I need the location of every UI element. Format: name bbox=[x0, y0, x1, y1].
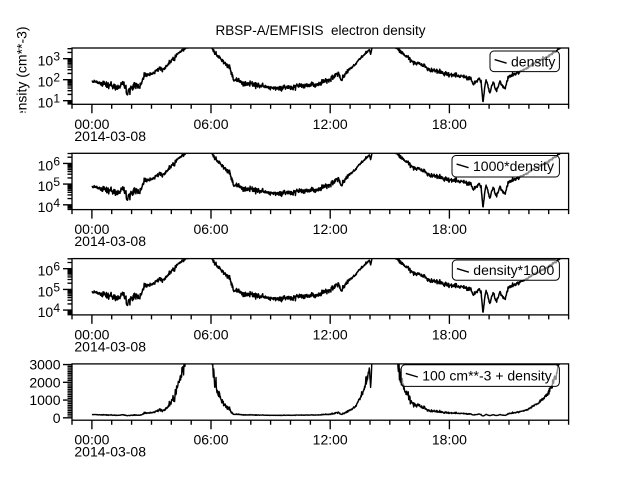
svg-text:06:00: 06:00 bbox=[193, 116, 228, 132]
svg-text:18:00: 18:00 bbox=[432, 326, 467, 342]
svg-text:density: density bbox=[511, 53, 555, 69]
svg-text:6: 6 bbox=[53, 260, 60, 274]
svg-text:06:00: 06:00 bbox=[193, 326, 228, 342]
svg-text:12:00: 12:00 bbox=[313, 432, 348, 448]
svg-text:12:00: 12:00 bbox=[313, 116, 348, 132]
svg-text:100 cm**-3 + density: 100 cm**-3 + density bbox=[422, 368, 552, 384]
svg-text:10: 10 bbox=[38, 53, 54, 69]
svg-text:10: 10 bbox=[38, 157, 54, 173]
svg-text:10: 10 bbox=[38, 74, 54, 90]
svg-text:density*1000: density*1000 bbox=[473, 262, 554, 278]
svg-text:1: 1 bbox=[53, 92, 60, 106]
svg-text:12:00: 12:00 bbox=[313, 221, 348, 237]
svg-text:00:00: 00:00 bbox=[74, 432, 109, 448]
svg-text:2000: 2000 bbox=[29, 374, 60, 390]
svg-text:density (cm**-3): density (cm**-3) bbox=[14, 26, 30, 126]
svg-text:00:00: 00:00 bbox=[74, 326, 109, 342]
svg-text:10: 10 bbox=[38, 304, 54, 320]
svg-text:06:00: 06:00 bbox=[193, 432, 228, 448]
svg-text:10: 10 bbox=[38, 178, 54, 194]
svg-text:10: 10 bbox=[38, 199, 54, 215]
svg-text:00:00: 00:00 bbox=[74, 116, 109, 132]
svg-text:1000: 1000 bbox=[29, 392, 60, 408]
svg-text:5: 5 bbox=[53, 280, 60, 294]
svg-text:3: 3 bbox=[53, 50, 60, 64]
svg-text:RBSP-A/EMFISIS electron densi: RBSP-A/EMFISIS electron density bbox=[215, 23, 425, 38]
svg-text:10: 10 bbox=[38, 263, 54, 279]
svg-text:10: 10 bbox=[38, 283, 54, 299]
svg-text:4: 4 bbox=[53, 301, 60, 315]
svg-text:18:00: 18:00 bbox=[432, 116, 467, 132]
svg-text:4: 4 bbox=[53, 196, 60, 210]
svg-text:3000: 3000 bbox=[29, 357, 60, 373]
svg-text:06:00: 06:00 bbox=[193, 221, 228, 237]
svg-text:6: 6 bbox=[53, 154, 60, 168]
svg-text:18:00: 18:00 bbox=[432, 221, 467, 237]
svg-text:12:00: 12:00 bbox=[313, 326, 348, 342]
svg-text:2014-03-08: 2014-03-08 bbox=[74, 128, 146, 144]
svg-text:2014-03-08: 2014-03-08 bbox=[74, 338, 146, 354]
svg-text:2: 2 bbox=[53, 71, 60, 85]
svg-text:5: 5 bbox=[53, 175, 60, 189]
svg-text:2014-03-08: 2014-03-08 bbox=[74, 444, 146, 460]
svg-text:10: 10 bbox=[38, 95, 54, 111]
svg-text:00:00: 00:00 bbox=[74, 221, 109, 237]
svg-text:2014-03-08: 2014-03-08 bbox=[74, 233, 146, 249]
svg-text:18:00: 18:00 bbox=[432, 432, 467, 448]
svg-text:1000*density: 1000*density bbox=[473, 158, 554, 174]
svg-text:0: 0 bbox=[53, 410, 61, 426]
